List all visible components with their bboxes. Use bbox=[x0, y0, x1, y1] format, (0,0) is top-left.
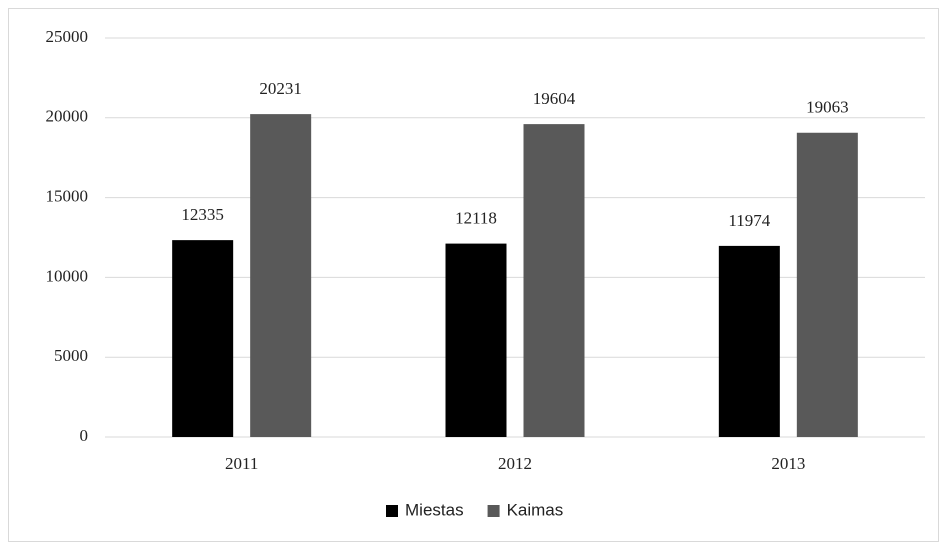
bar bbox=[250, 114, 312, 437]
legend-label: Kaimas bbox=[507, 500, 564, 519]
data-label: 12335 bbox=[181, 205, 224, 224]
data-label: 20231 bbox=[259, 79, 302, 98]
bar bbox=[718, 245, 780, 437]
x-tick-label: 2011 bbox=[225, 454, 258, 473]
bar bbox=[523, 124, 585, 437]
bar bbox=[445, 243, 507, 437]
legend-swatch bbox=[386, 505, 398, 517]
data-label: 12118 bbox=[455, 209, 497, 228]
x-tick-label: 2012 bbox=[498, 454, 532, 473]
y-tick-label: 15000 bbox=[46, 187, 89, 206]
legend-swatch bbox=[487, 505, 500, 517]
chart-frame bbox=[8, 8, 939, 542]
data-label: 11974 bbox=[728, 211, 770, 230]
bar bbox=[796, 132, 858, 437]
y-tick-label: 20000 bbox=[46, 107, 89, 126]
data-label: 19604 bbox=[533, 89, 576, 108]
bar bbox=[172, 240, 234, 437]
y-tick-label: 5000 bbox=[54, 346, 88, 365]
x-tick-label: 2013 bbox=[771, 454, 805, 473]
y-tick-label: 0 bbox=[80, 426, 89, 445]
legend-label: Miestas bbox=[405, 500, 464, 519]
data-label: 19063 bbox=[806, 98, 849, 117]
y-tick-label: 25000 bbox=[46, 27, 89, 46]
y-tick-label: 10000 bbox=[46, 266, 89, 285]
